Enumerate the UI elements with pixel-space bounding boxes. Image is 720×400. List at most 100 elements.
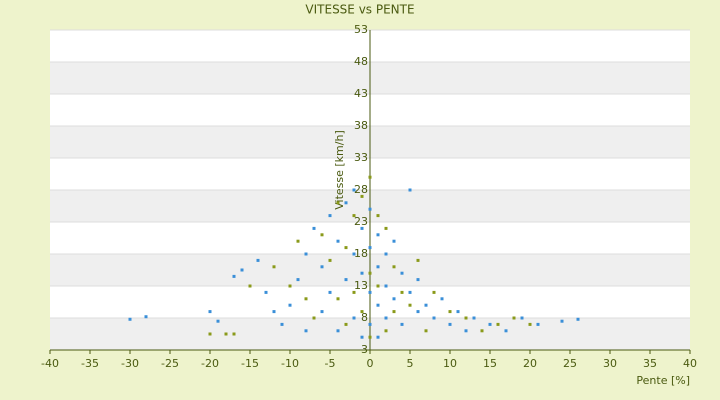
point: [400, 271, 404, 275]
point: [320, 265, 324, 269]
point: [496, 322, 500, 326]
x-tick-label: -30: [121, 357, 139, 370]
point: [320, 233, 324, 237]
point: [416, 310, 420, 314]
point: [336, 297, 340, 301]
y-tick-label: 18: [354, 247, 368, 260]
point: [416, 278, 420, 282]
x-tick-label: -25: [161, 357, 179, 370]
point: [304, 329, 308, 333]
x-tick-label: 15: [483, 357, 497, 370]
point: [376, 265, 380, 269]
point: [408, 290, 412, 294]
point: [384, 252, 388, 256]
point: [480, 329, 484, 333]
point: [312, 316, 316, 320]
x-tick-label: 20: [523, 357, 537, 370]
point: [344, 246, 348, 250]
y-tick-label: 28: [354, 183, 368, 196]
point: [448, 322, 452, 326]
x-tick-label: 5: [407, 357, 414, 370]
point: [328, 258, 332, 262]
point: [232, 332, 236, 336]
x-tick-label: -10: [281, 357, 299, 370]
point: [376, 303, 380, 307]
point: [352, 316, 356, 320]
point: [464, 316, 468, 320]
point: [352, 290, 356, 294]
y-tick-label: 33: [354, 151, 368, 164]
point: [264, 290, 268, 294]
y-tick-label: 23: [354, 215, 368, 228]
point: [344, 201, 348, 205]
point: [368, 335, 372, 339]
point: [392, 297, 396, 301]
point: [472, 316, 476, 320]
point: [272, 265, 276, 269]
point: [520, 316, 524, 320]
point: [208, 310, 212, 314]
point: [392, 239, 396, 243]
point: [328, 290, 332, 294]
point: [240, 268, 244, 272]
point: [344, 278, 348, 282]
y-tick-label: 43: [354, 87, 368, 100]
point: [360, 310, 364, 314]
point: [216, 319, 220, 323]
point: [376, 233, 380, 237]
point: [328, 214, 332, 218]
point: [336, 239, 340, 243]
point: [384, 329, 388, 333]
point: [408, 303, 412, 307]
point: [376, 284, 380, 288]
point: [424, 329, 428, 333]
x-tick-label: 10: [443, 357, 457, 370]
point: [368, 207, 372, 211]
point: [296, 278, 300, 282]
y-axis-label: Vitesse [km/h]: [333, 130, 346, 210]
x-tick-label: -35: [81, 357, 99, 370]
chart-title: VITESSE vs PENTE: [305, 3, 414, 17]
point: [528, 322, 532, 326]
point: [296, 239, 300, 243]
point: [392, 310, 396, 314]
point: [432, 316, 436, 320]
y-tick-label: 48: [354, 55, 368, 68]
point: [352, 214, 356, 218]
point: [432, 290, 436, 294]
x-tick-label: -5: [325, 357, 336, 370]
point: [384, 316, 388, 320]
y-tick-label: 8: [361, 311, 368, 324]
point: [128, 317, 132, 321]
point: [144, 315, 148, 319]
x-tick-label: -40: [41, 357, 59, 370]
y-tick-label: 53: [354, 23, 368, 36]
point: [280, 322, 284, 326]
point: [400, 290, 404, 294]
point: [288, 284, 292, 288]
point: [464, 329, 468, 333]
point: [304, 252, 308, 256]
x-tick-label: 40: [683, 357, 697, 370]
point: [376, 214, 380, 218]
point: [576, 317, 580, 321]
point: [352, 252, 356, 256]
point: [304, 297, 308, 301]
point: [368, 175, 372, 179]
x-tick-label: -20: [201, 357, 219, 370]
point: [320, 310, 324, 314]
point: [368, 290, 372, 294]
point: [312, 226, 316, 230]
point: [224, 332, 228, 336]
point: [504, 329, 508, 333]
x-tick-label: 35: [643, 357, 657, 370]
point: [288, 303, 292, 307]
point: [456, 310, 460, 314]
point: [360, 335, 364, 339]
point: [336, 329, 340, 333]
point: [512, 316, 516, 320]
x-axis-label: Pente [%]: [636, 374, 690, 387]
point: [272, 310, 276, 314]
point: [560, 319, 564, 323]
